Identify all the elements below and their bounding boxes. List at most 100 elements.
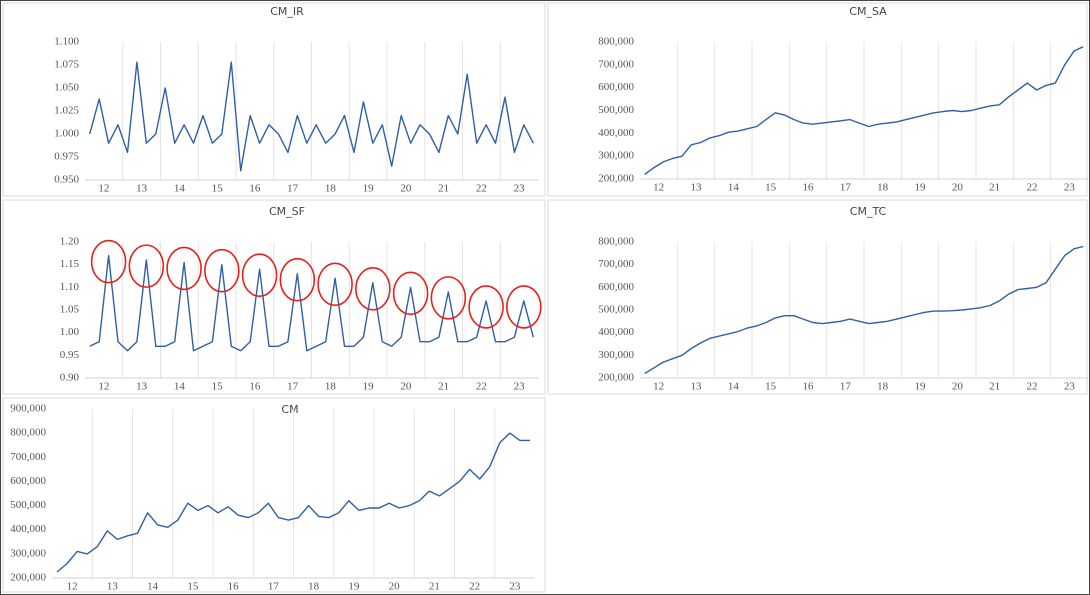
x-tick-label: 15 xyxy=(212,183,224,195)
y-tick-label: 1.000 xyxy=(54,128,79,140)
x-tick-label: 12 xyxy=(67,581,78,593)
y-tick-label: 1.075 xyxy=(54,59,79,71)
y-tick-label: 300,000 xyxy=(598,150,634,162)
x-tick-label: 14 xyxy=(147,581,159,593)
x-tick-label: 16 xyxy=(228,581,240,593)
x-tick-label: 14 xyxy=(174,183,186,195)
x-tick-label: 20 xyxy=(952,381,964,393)
chart-title: CM_SF xyxy=(269,205,305,218)
highlight-circle xyxy=(166,246,202,291)
x-tick-label: 17 xyxy=(287,183,299,195)
highlight-circle xyxy=(392,271,429,316)
y-tick-label: 1.025 xyxy=(54,105,79,117)
highlight-circle xyxy=(468,285,504,329)
x-tick-label: 16 xyxy=(803,381,815,393)
x-tick-label: 17 xyxy=(840,182,852,194)
y-tick-label: 600,000 xyxy=(598,281,634,293)
x-tick-label: 18 xyxy=(877,381,889,393)
chart-border xyxy=(2,2,546,197)
highlight-circle xyxy=(430,276,467,320)
x-tick-label: 15 xyxy=(765,182,777,194)
chart-title: CM xyxy=(281,403,298,416)
x-tick-label: 23 xyxy=(1064,182,1076,194)
x-tick-label: 22 xyxy=(1027,182,1038,194)
chart-title: CM_IR xyxy=(270,5,304,18)
x-tick-label: 13 xyxy=(691,182,703,194)
x-tick-label: 13 xyxy=(691,381,703,393)
x-tick-label: 13 xyxy=(136,183,148,195)
y-tick-label: 700,000 xyxy=(10,451,46,463)
y-tick-label: 1.100 xyxy=(54,36,79,48)
y-tick-label: 600,000 xyxy=(598,81,634,93)
y-tick-label: 200,000 xyxy=(598,173,634,185)
chart-border xyxy=(2,199,546,395)
chart-border xyxy=(547,199,1088,395)
y-tick-label: 1.050 xyxy=(54,82,79,94)
x-tick-label: 20 xyxy=(952,182,964,194)
x-tick-label: 21 xyxy=(989,182,1000,194)
x-tick-label: 14 xyxy=(728,182,740,194)
x-tick-label: 13 xyxy=(107,581,119,593)
y-tick-label: 900,000 xyxy=(10,403,46,415)
y-tick-label: 1.00 xyxy=(60,326,80,338)
x-tick-label: 18 xyxy=(325,381,337,393)
y-tick-label: 700,000 xyxy=(598,58,634,70)
x-tick-label: 12 xyxy=(98,183,109,195)
x-tick-label: 21 xyxy=(438,183,449,195)
x-tick-label: 18 xyxy=(325,183,337,195)
y-tick-label: 400,000 xyxy=(598,326,634,338)
x-tick-label: 15 xyxy=(765,381,777,393)
x-tick-label: 21 xyxy=(989,381,1000,393)
series-line xyxy=(644,245,1084,375)
x-tick-label: 17 xyxy=(268,581,280,593)
highlight-circle xyxy=(506,285,542,329)
x-tick-label: 20 xyxy=(400,381,412,393)
x-tick-label: 19 xyxy=(915,182,927,194)
x-tick-label: 22 xyxy=(469,581,480,593)
chart-border xyxy=(2,397,546,593)
highlight-circle xyxy=(279,257,316,302)
x-tick-label: 20 xyxy=(389,581,401,593)
x-tick-label: 21 xyxy=(438,381,449,393)
highlight-circle xyxy=(204,248,240,293)
x-tick-label: 20 xyxy=(400,183,412,195)
x-tick-label: 18 xyxy=(877,182,889,194)
y-tick-label: 500,000 xyxy=(598,104,634,116)
x-tick-label: 22 xyxy=(476,381,487,393)
chart-title: CM_TC xyxy=(850,205,887,218)
x-tick-label: 19 xyxy=(363,381,375,393)
highlight-circle xyxy=(317,262,353,307)
x-tick-label: 22 xyxy=(476,183,487,195)
x-tick-label: 15 xyxy=(212,381,224,393)
x-tick-label: 17 xyxy=(840,381,852,393)
x-tick-label: 16 xyxy=(803,182,815,194)
x-tick-label: 19 xyxy=(363,183,375,195)
x-tick-label: 12 xyxy=(98,381,109,393)
x-tick-label: 23 xyxy=(509,581,521,593)
x-tick-label: 13 xyxy=(136,381,148,393)
x-tick-label: 16 xyxy=(249,381,261,393)
x-tick-label: 23 xyxy=(514,183,526,195)
x-tick-label: 19 xyxy=(915,381,927,393)
x-tick-label: 23 xyxy=(514,381,526,393)
x-tick-label: 15 xyxy=(187,581,199,593)
y-tick-label: 300,000 xyxy=(598,349,634,361)
x-tick-label: 18 xyxy=(308,581,320,593)
y-tick-label: 200,000 xyxy=(10,572,46,584)
highlight-circle xyxy=(90,239,127,284)
x-tick-label: 14 xyxy=(728,381,740,393)
y-tick-label: 400,000 xyxy=(10,523,46,535)
x-tick-label: 19 xyxy=(348,581,360,593)
series-line xyxy=(89,61,534,172)
y-tick-label: 1.05 xyxy=(60,304,80,316)
chart-title: CM_SA xyxy=(849,5,887,18)
x-tick-label: 12 xyxy=(653,381,664,393)
y-tick-label: 800,000 xyxy=(598,236,634,248)
y-tick-label: 200,000 xyxy=(598,372,634,384)
y-tick-label: 400,000 xyxy=(598,127,634,139)
y-tick-label: 800,000 xyxy=(10,427,46,439)
y-tick-label: 300,000 xyxy=(10,547,46,559)
y-tick-label: 0.975 xyxy=(54,151,79,163)
y-tick-label: 0.95 xyxy=(60,349,80,361)
